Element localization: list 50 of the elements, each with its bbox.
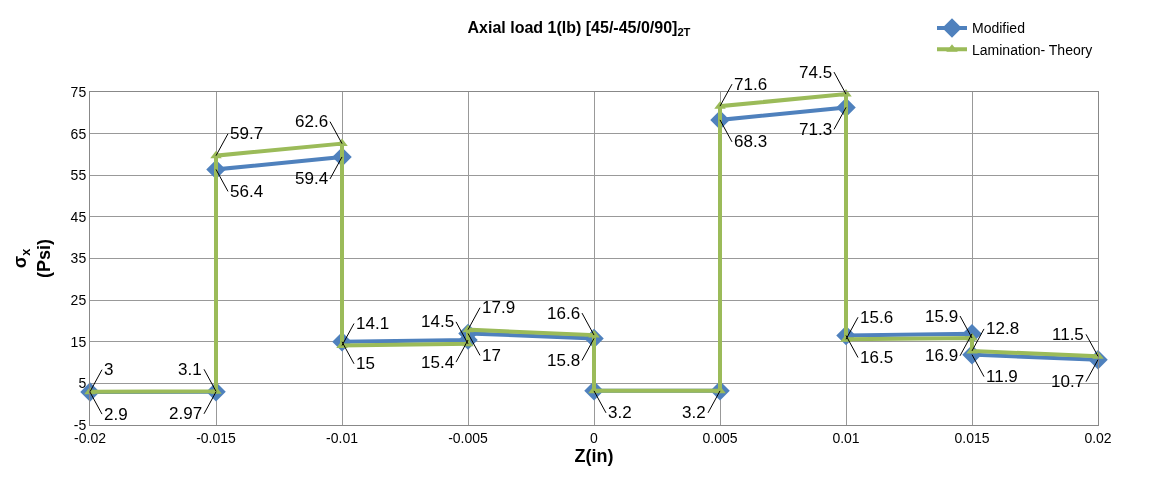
data-label: 11.5 [1052, 325, 1084, 344]
data-label: 62.6 [295, 112, 329, 131]
data-label: 3.2 [608, 403, 632, 422]
data-label: 2.97 [169, 404, 203, 423]
data-label: 17.9 [482, 298, 516, 317]
y-tick-label: 45 [70, 208, 87, 225]
y-tick-label: 65 [70, 125, 87, 142]
data-label: 16.5 [860, 348, 894, 367]
data-label: 15.8 [547, 351, 581, 370]
y-tick-label: 35 [70, 250, 87, 267]
x-tick-label: 0.015 [954, 429, 990, 446]
data-label: 11.9 [986, 367, 1018, 386]
data-label: 16.6 [547, 304, 581, 323]
data-label: 15 [356, 354, 375, 373]
data-label: 71.6 [734, 75, 768, 94]
data-label: 59.7 [230, 124, 264, 143]
data-label: 15.4 [421, 353, 455, 372]
legend-label: Lamination- Theory [972, 41, 1093, 58]
data-label: 15.9 [925, 307, 959, 326]
data-label: 56.4 [230, 182, 264, 201]
data-label: 14.1 [356, 314, 390, 333]
data-label: 3.1 [178, 360, 202, 379]
data-label: 2.9 [104, 405, 128, 424]
data-label: 16.9 [925, 346, 959, 365]
data-label: 3.2 [682, 403, 706, 422]
data-label: 74.5 [799, 63, 833, 82]
x-tick-label: 0.005 [702, 429, 738, 446]
data-label: 17 [482, 346, 501, 365]
x-tick-label: 0 [590, 429, 599, 446]
y-tick-label: 75 [70, 83, 87, 100]
y-tick-label: 5 [78, 375, 87, 392]
y-tick-label: 55 [70, 167, 87, 184]
data-label: 10.7 [1051, 372, 1085, 391]
y-tick-label: 15 [70, 333, 87, 350]
data-label: 12.8 [986, 319, 1020, 338]
data-label: 3 [104, 360, 114, 379]
data-label: 15.6 [860, 308, 894, 327]
data-label: 71.3 [799, 120, 833, 139]
x-tick-label: -0.005 [448, 429, 489, 446]
x-tick-label: -0.015 [196, 429, 237, 446]
x-axis-title: Z(in) [574, 445, 614, 466]
x-tick-label: -0.01 [326, 429, 359, 446]
data-label: 14.5 [421, 312, 455, 331]
x-tick-label: 0.02 [1084, 429, 1112, 446]
y-tick-label: 25 [70, 292, 87, 309]
data-label: 68.3 [734, 132, 768, 151]
data-label: 59.4 [295, 169, 329, 188]
chart-title: Axial load 1(lb) [45/-45/0/90]$_{2T}$ [467, 19, 691, 39]
legend-label: Modified [972, 20, 1025, 37]
x-tick-label: 0.01 [832, 429, 860, 446]
